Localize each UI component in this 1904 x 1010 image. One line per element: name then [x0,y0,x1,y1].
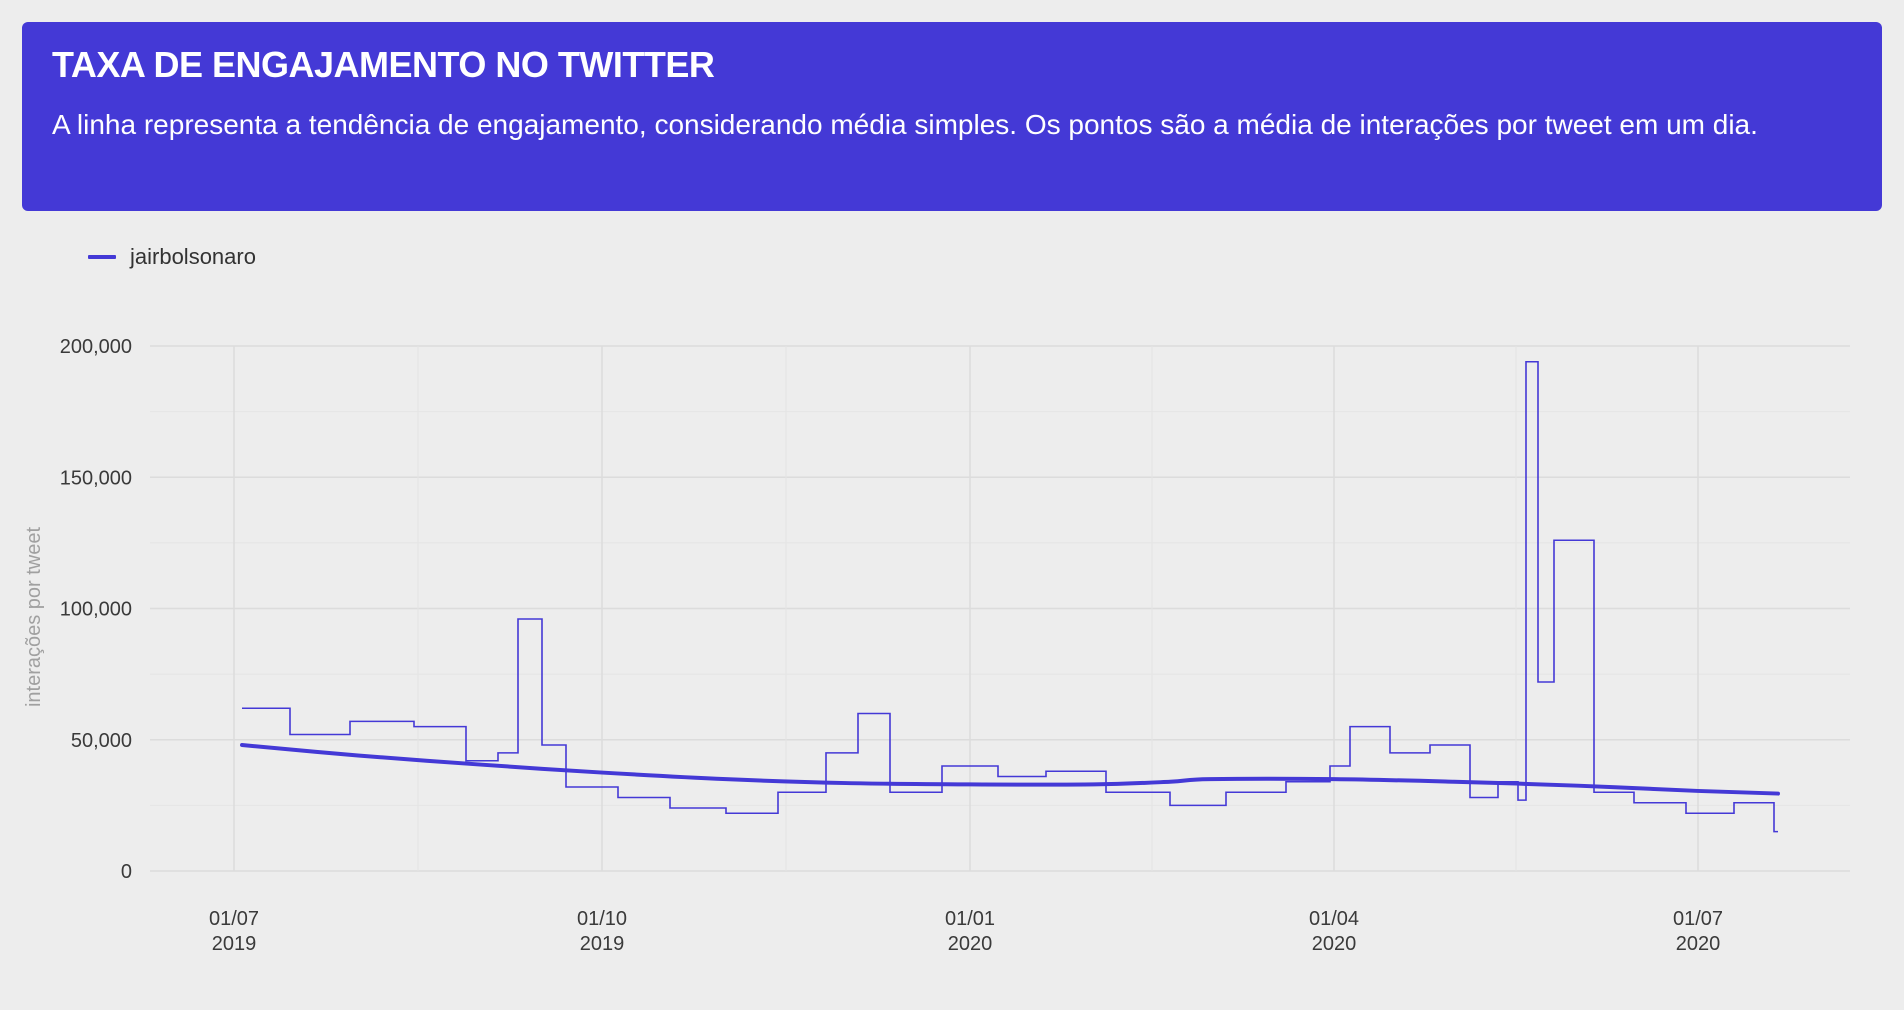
x-tick-year-label: 2020 [1312,933,1357,955]
y-axis-label: interações por tweet [23,527,45,708]
y-tick-label: 200,000 [60,336,132,358]
y-tick-label: 100,000 [60,599,132,621]
x-tick-label: 01/04 [1309,908,1359,930]
x-tick-label: 01/07 [209,908,259,930]
y-tick-label: 0 [121,861,132,883]
x-tick-year-label: 2020 [1676,933,1721,955]
chart-header: TAXA DE ENGAJAMENTO NO TWITTER A linha r… [22,22,1882,211]
x-tick-label: 01/10 [577,908,627,930]
legend: jairbolsonaro [88,244,256,270]
series-step-line [242,360,1778,833]
x-tick-year-label: 2019 [580,933,625,955]
trend-line [240,743,1780,796]
y-tick-label: 50,000 [71,730,132,752]
x-tick-year-label: 2020 [948,933,993,955]
chart-grid [150,345,1850,872]
series-group [240,360,1780,833]
legend-swatch [88,255,116,259]
x-tick-label: 01/01 [945,908,995,930]
legend-label: jairbolsonaro [130,244,256,269]
x-tick-year-label: 2019 [212,933,257,955]
x-axis: 01/07 2019 01/10 2019 01/01 2020 01/04 2020 01/0… [209,908,1723,955]
chart-subtitle: A linha representa a tendência de engaja… [52,109,1758,140]
x-tick-label: 01/07 [1673,908,1723,930]
y-axis: 0 50,000 100,000 150,000 200,000 [60,336,132,883]
y-tick-label: 150,000 [60,467,132,489]
chart-title: TAXA DE ENGAJAMENTO NO TWITTER [52,44,715,85]
